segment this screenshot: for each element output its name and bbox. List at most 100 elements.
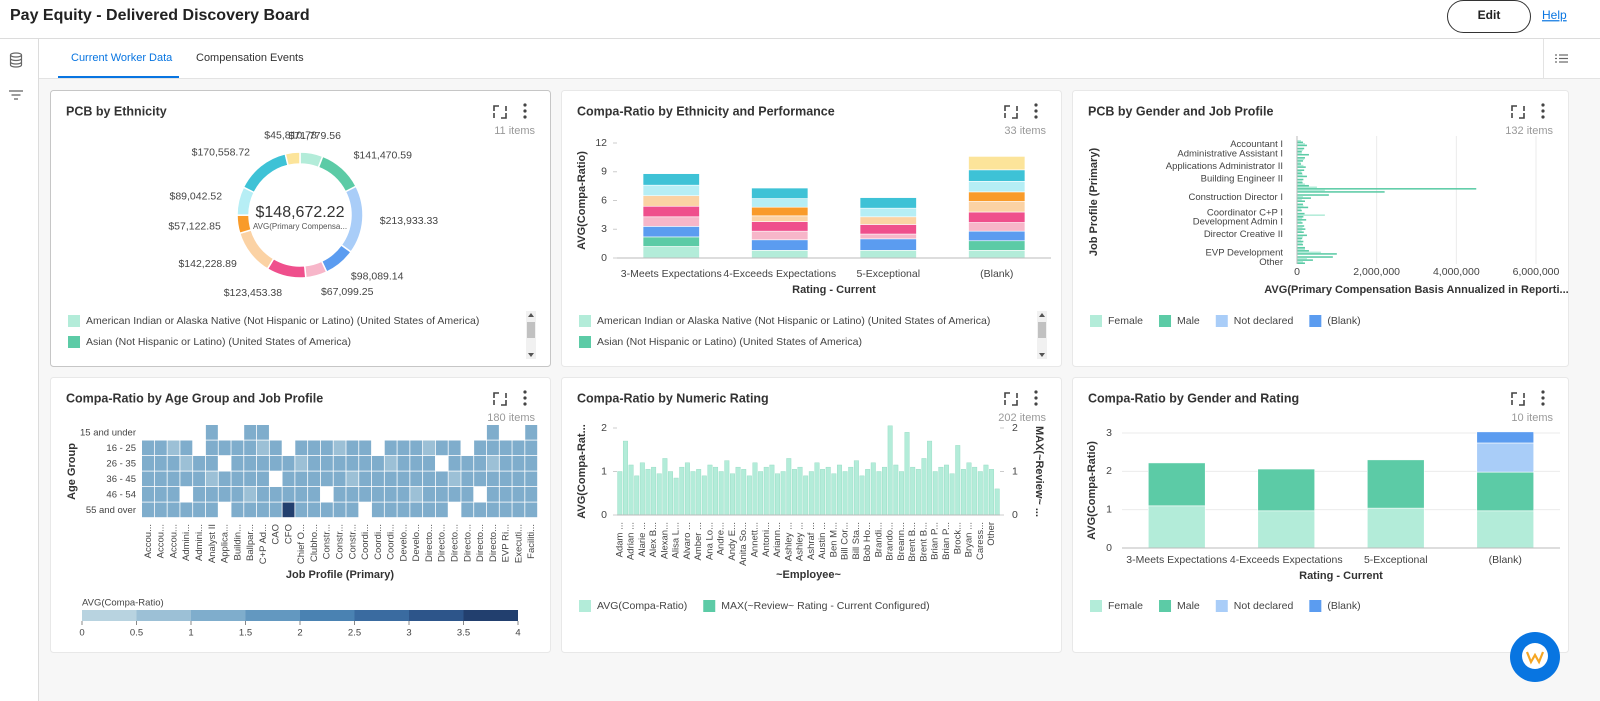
heat-cell [410,471,423,487]
expand-icon[interactable] [1511,105,1525,119]
bar [1297,153,1309,156]
x-tick-label: CAO [271,524,282,545]
tab[interactable]: Compensation Events [196,52,304,64]
heat-cell [384,456,397,471]
bar [1297,200,1305,202]
bar [968,211,1026,223]
x-tick-label: Directo... [488,524,499,562]
more-options-icon[interactable] [1541,103,1545,107]
heat-cell [371,471,384,487]
heat-cell [193,502,206,518]
more-options-icon[interactable] [1034,109,1038,113]
more-options-icon[interactable] [523,390,527,394]
heat-cell [320,440,333,456]
heat-cell [512,471,525,487]
colorscale-bin [409,610,464,621]
more-options-icon[interactable] [1541,390,1545,394]
x-tick-label: Brandi... [873,522,884,557]
bar [1297,160,1303,162]
bar [1147,505,1206,549]
expand-icon[interactable] [493,392,507,406]
more-options-icon[interactable] [1541,109,1545,113]
edit-button-label[interactable]: Edit [1478,8,1501,22]
colorscale-bin [463,610,518,621]
heat-cell [423,440,436,456]
heat-cell [435,440,448,456]
scroll-up[interactable] [1039,313,1045,317]
bar [968,169,1026,182]
more-options-icon[interactable] [1034,396,1038,400]
heat-cell [295,456,308,471]
bar [1297,174,1303,176]
legend-label: (Blank) [1327,315,1360,327]
x-tick-label: Ashley ... [795,522,806,561]
legend-swatch [579,315,591,327]
expand-icon[interactable] [1004,392,1018,406]
x-tick-label: Brando... [885,522,896,561]
expand-icon[interactable] [493,105,507,119]
bar [1297,195,1303,198]
legend-swatch [1309,315,1322,327]
x-tick-label: Coordi... [373,524,384,560]
more-options-icon[interactable] [1034,103,1038,107]
header-bar [0,0,1600,38]
x-tick-label: Adrian ... [626,522,637,560]
heat-cell [269,456,282,471]
scroll-down[interactable] [1039,353,1045,357]
x-tick-label: Brent B... [907,522,918,562]
scroll-up[interactable] [528,313,534,317]
bar [746,475,752,516]
heat-cell [410,502,423,518]
panel-title: Compa-Ratio by Numeric Rating [577,391,769,405]
more-options-icon[interactable] [1541,115,1545,119]
center-label: AVG(Primary Compensa... [253,222,347,231]
help-link[interactable]: Help [1542,8,1567,22]
bar [673,477,679,516]
heat-cell [333,487,346,502]
bar [752,462,758,516]
heat-cell [256,487,269,502]
edit-button[interactable] [1447,0,1531,33]
more-options-icon[interactable] [1034,390,1038,394]
slice-label: $45,810.78 [264,129,317,141]
heat-cell [218,440,231,456]
bar [1297,171,1302,173]
expand-icon[interactable] [1511,392,1525,406]
bar [1297,228,1306,230]
filter-icon[interactable] [9,90,23,100]
heat-cell [410,456,423,471]
colorscale-bin [136,610,191,621]
more-options-icon[interactable] [523,115,527,119]
more-options-icon[interactable] [1541,402,1545,406]
assistant-button[interactable] [1510,632,1560,682]
bar [1297,197,1311,199]
heat-cell [512,487,525,502]
bar [701,475,707,516]
slice-label: $141,470.59 [354,149,413,161]
bar [1297,150,1302,153]
colorscale-tick-label: 3 [406,628,411,639]
more-options-icon[interactable] [1034,115,1038,119]
bar [656,473,662,516]
more-options-icon[interactable] [523,109,527,113]
heat-cell [256,502,269,518]
scrollbar-thumb[interactable] [1038,322,1046,338]
scrollbar-thumb[interactable] [527,322,535,338]
more-options-icon[interactable] [523,103,527,107]
tab[interactable]: Current Worker Data [71,52,173,64]
more-options-icon[interactable] [1541,396,1545,400]
scroll-down[interactable] [528,353,534,357]
y-tick-label: Coordinator C+P I [1207,207,1283,218]
bar [949,473,955,516]
x-tick-label: Brian P... [930,522,941,560]
more-options-icon[interactable] [523,396,527,400]
more-options-icon[interactable] [1034,402,1038,406]
more-options-icon[interactable] [523,402,527,406]
slice-label: $67,099.25 [321,286,374,298]
expand-icon[interactable] [1004,105,1018,119]
list-icon[interactable] [1555,54,1568,63]
heat-cell [384,471,397,487]
heat-cell [295,502,308,518]
bar [1297,183,1305,185]
data-source-icon[interactable] [9,52,23,68]
